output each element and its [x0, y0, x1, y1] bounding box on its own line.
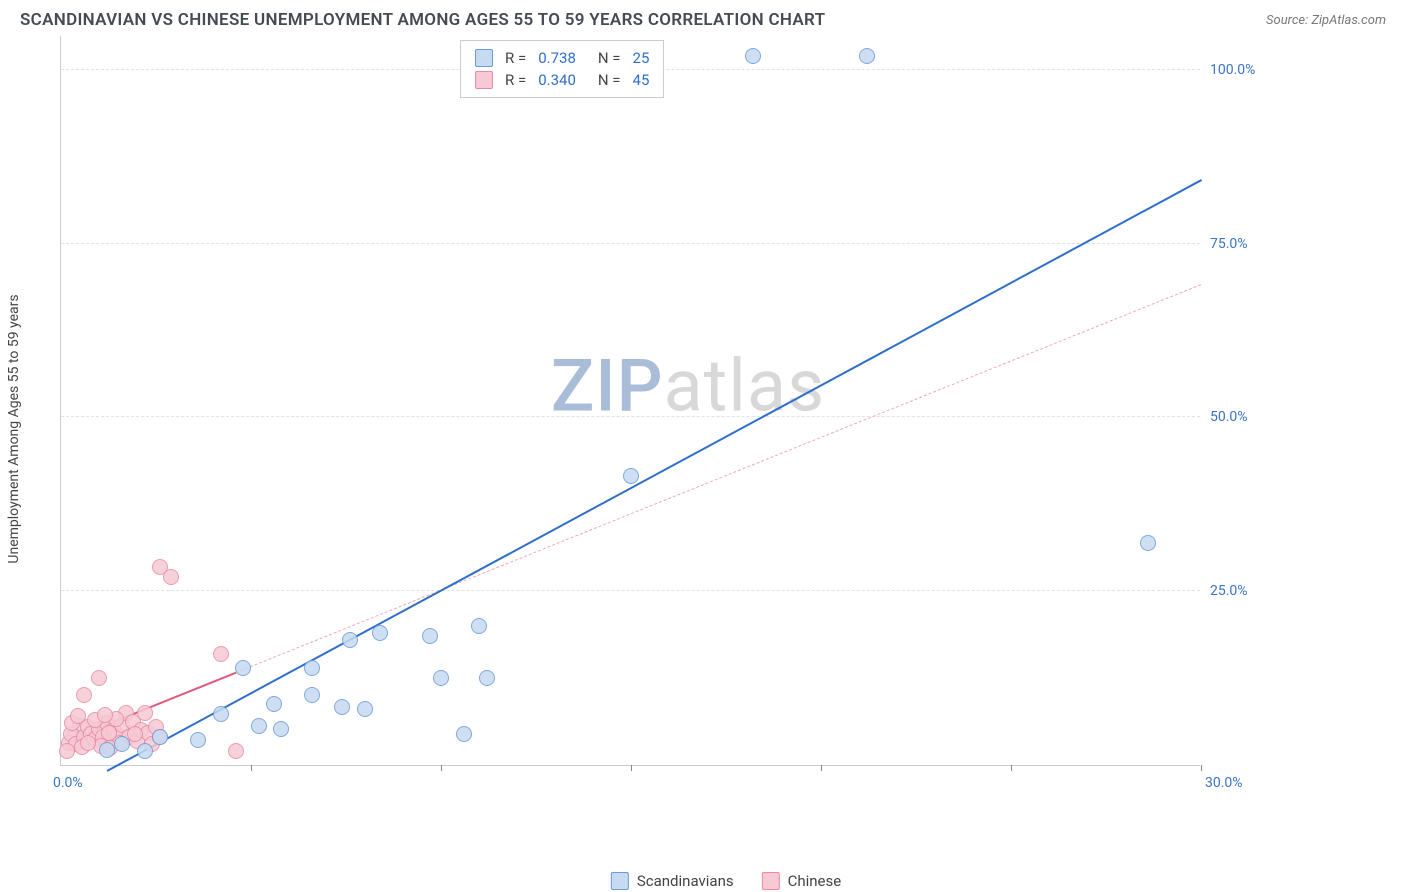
- legend-swatch: [475, 71, 493, 89]
- source-credit: Source: ZipAtlas.com: [1266, 13, 1386, 28]
- n-value: 45: [633, 71, 650, 89]
- data-point: [372, 625, 388, 641]
- y-tick-label: 25.0%: [1210, 583, 1270, 599]
- correlation-row: R = 0.340 N = 45: [475, 69, 649, 91]
- data-point: [745, 48, 761, 64]
- data-point: [91, 670, 107, 686]
- data-point: [76, 687, 92, 703]
- x-tick: [631, 765, 632, 771]
- data-point: [137, 705, 153, 721]
- data-point: [99, 742, 115, 758]
- data-point: [114, 736, 130, 752]
- n-value: 25: [633, 49, 650, 67]
- n-label: N =: [598, 71, 621, 89]
- data-point: [357, 701, 373, 717]
- data-point: [304, 687, 320, 703]
- x-max-label: 30.0%: [1205, 775, 1260, 791]
- trend-line: [236, 284, 1202, 673]
- y-axis-label: Unemployment Among Ages 55 to 59 years: [6, 294, 22, 563]
- correlation-box: R = 0.738 N = 25 R = 0.340 N = 45: [460, 40, 664, 98]
- gridline: [61, 590, 1200, 591]
- data-point: [97, 707, 113, 723]
- r-label: R =: [505, 71, 526, 89]
- data-point: [213, 706, 229, 722]
- x-min-label: 0.0%: [53, 775, 83, 791]
- data-point: [80, 735, 96, 751]
- data-point: [127, 726, 143, 742]
- plot-region: ZIPatlas 25.0%50.0%75.0%100.0%0.0%30.0%R…: [60, 36, 1200, 766]
- data-point: [342, 632, 358, 648]
- trend-line: [106, 179, 1201, 772]
- data-point: [859, 48, 875, 64]
- data-point: [433, 670, 449, 686]
- source-value: ZipAtlas.com: [1311, 13, 1386, 28]
- r-value: 0.738: [538, 49, 576, 67]
- x-tick: [441, 765, 442, 771]
- x-tick: [821, 765, 822, 771]
- data-point: [190, 732, 206, 748]
- data-point: [422, 628, 438, 644]
- r-value: 0.340: [538, 71, 576, 89]
- gridline: [61, 416, 1200, 417]
- y-tick-label: 75.0%: [1210, 236, 1270, 252]
- data-point: [235, 660, 251, 676]
- n-label: N =: [598, 49, 621, 67]
- data-point: [213, 646, 229, 662]
- legend-label: Chinese: [788, 872, 842, 890]
- legend-swatch: [762, 872, 780, 890]
- gridline: [61, 243, 1200, 244]
- legend-swatch: [611, 872, 629, 890]
- data-point: [471, 618, 487, 634]
- data-point: [304, 660, 320, 676]
- data-point: [152, 729, 168, 745]
- data-point: [623, 468, 639, 484]
- data-point: [334, 699, 350, 715]
- legend-item: Chinese: [762, 872, 842, 890]
- data-point: [266, 696, 282, 712]
- data-point: [70, 708, 86, 724]
- correlation-row: R = 0.738 N = 25: [475, 47, 649, 69]
- source-prefix: Source:: [1266, 13, 1311, 28]
- x-tick: [1201, 765, 1202, 771]
- data-point: [251, 718, 267, 734]
- data-point: [137, 743, 153, 759]
- x-tick: [251, 765, 252, 771]
- data-point: [456, 726, 472, 742]
- y-tick-label: 50.0%: [1210, 409, 1270, 425]
- data-point: [479, 670, 495, 686]
- legend-label: Scandinavians: [637, 872, 734, 890]
- data-point: [163, 569, 179, 585]
- data-point: [1140, 535, 1156, 551]
- data-point: [228, 743, 244, 759]
- data-point: [59, 743, 75, 759]
- r-label: R =: [505, 49, 526, 67]
- legend-swatch: [475, 49, 493, 67]
- legend-item: Scandinavians: [611, 872, 734, 890]
- chart-area: Unemployment Among Ages 55 to 59 years Z…: [20, 36, 1280, 806]
- chart-title: SCANDINAVIAN VS CHINESE UNEMPLOYMENT AMO…: [20, 10, 825, 30]
- x-tick: [1011, 765, 1012, 771]
- data-point: [273, 721, 289, 737]
- legend-bottom: Scandinavians Chinese: [611, 872, 841, 890]
- y-tick-label: 100.0%: [1210, 62, 1270, 78]
- title-bar: SCANDINAVIAN VS CHINESE UNEMPLOYMENT AMO…: [0, 0, 1406, 36]
